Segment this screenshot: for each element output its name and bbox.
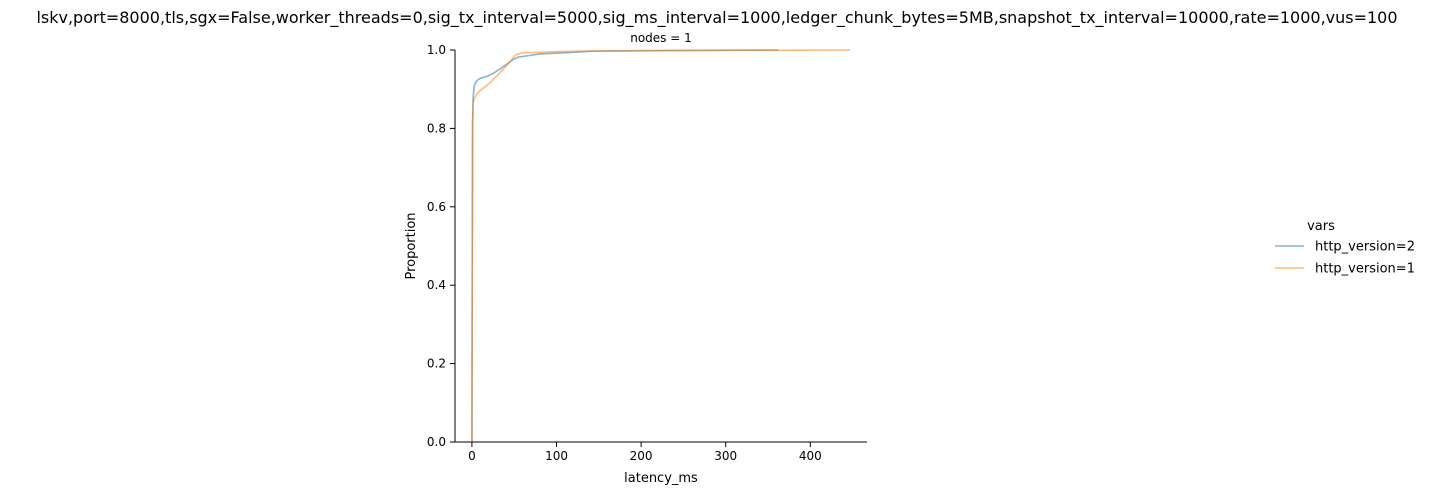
y-tick-label: 0.0 xyxy=(427,435,446,449)
legend: vars http_version=2 http_version=1 xyxy=(1275,219,1415,277)
legend-label: http_version=2 xyxy=(1315,240,1415,255)
legend-label: http_version=1 xyxy=(1315,262,1415,277)
axes-title: nodes = 1 xyxy=(630,31,692,45)
series-line-http-version-1 xyxy=(471,49,851,443)
y-ticks: 0.0 0.2 0.4 0.6 0.8 1.0 xyxy=(427,43,455,449)
x-tick-label: 100 xyxy=(545,449,568,463)
x-tick-label: 300 xyxy=(714,449,737,463)
y-tick-label: 0.2 xyxy=(427,357,446,371)
y-tick-label: 0.8 xyxy=(427,121,446,135)
y-tick-label: 0.4 xyxy=(427,278,446,292)
legend-entries: http_version=2 http_version=1 xyxy=(1275,240,1415,277)
y-axis-label: Proportion xyxy=(404,212,419,279)
x-tick-label: 0 xyxy=(468,449,476,463)
x-tick-label: 200 xyxy=(630,449,653,463)
x-axis-label: latency_ms xyxy=(624,471,698,486)
series-line-http-version-2 xyxy=(471,49,779,443)
x-tick-label: 400 xyxy=(799,449,822,463)
y-tick-label: 0.6 xyxy=(427,200,446,214)
figure-suptitle: lskv,port=8000,tls,sgx=False,worker_thre… xyxy=(36,8,1397,28)
plot-area xyxy=(471,49,851,443)
y-tick-label: 1.0 xyxy=(427,43,446,57)
x-ticks: 0 100 200 300 400 xyxy=(468,442,822,463)
legend-title: vars xyxy=(1307,219,1335,234)
